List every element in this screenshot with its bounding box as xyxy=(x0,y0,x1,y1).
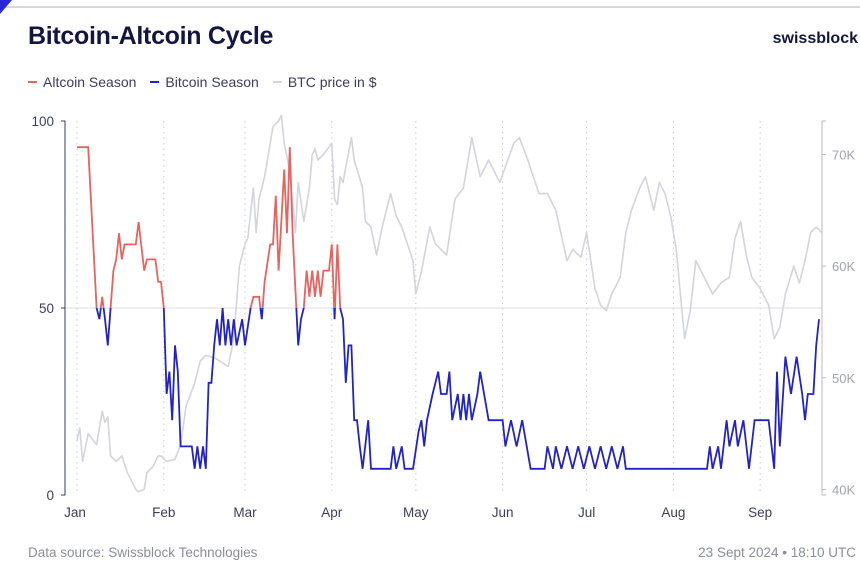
legend: Altcoin Season Bitcoin Season BTC price … xyxy=(28,74,377,90)
legend-item-altcoin[interactable]: Altcoin Season xyxy=(28,74,136,90)
bitcoin-season-line xyxy=(95,308,820,470)
x-tick-label: Jan xyxy=(64,505,86,520)
y-right-tick-label: 50K xyxy=(832,371,855,386)
x-tick-label: Apr xyxy=(321,505,343,520)
x-tick-label: Aug xyxy=(661,505,685,520)
legend-label: Bitcoin Season xyxy=(165,74,259,90)
legend-swatch xyxy=(28,81,37,83)
legend-swatch xyxy=(272,81,282,83)
legend-item-bitcoin[interactable]: Bitcoin Season xyxy=(150,74,259,90)
y-right-tick-label: 70K xyxy=(832,147,855,162)
y-right-tick-label: 60K xyxy=(832,259,855,274)
timestamp: 23 Sept 2024 • 18:10 UTC xyxy=(698,545,856,560)
legend-item-btc-price[interactable]: BTC price in $ xyxy=(272,74,377,90)
x-tick-label: Sep xyxy=(748,505,772,520)
legend-label: Altcoin Season xyxy=(43,74,137,90)
x-tick-label: Feb xyxy=(152,505,175,520)
x-tick-label: Jun xyxy=(492,505,514,520)
x-tick-label: Jul xyxy=(578,505,595,520)
y-left-tick-label: 50 xyxy=(39,301,54,316)
legend-swatch xyxy=(150,81,160,83)
brand-logo: swissblock xyxy=(772,30,858,47)
y-left-tick-label: 0 xyxy=(46,488,54,503)
top-divider xyxy=(0,6,860,8)
data-source: Data source: Swissblock Technologies xyxy=(28,545,258,560)
right-axis xyxy=(821,120,826,496)
legend-label: BTC price in $ xyxy=(287,74,377,90)
btc-price-line xyxy=(76,114,823,493)
x-tick-label: May xyxy=(403,505,429,520)
corner-accent xyxy=(0,0,12,14)
x-tick-label: Mar xyxy=(233,505,257,520)
chart-title: Bitcoin-Altcoin Cycle xyxy=(28,22,274,50)
y-right-tick-label: 40K xyxy=(832,482,855,497)
y-left-tick-label: 100 xyxy=(31,114,54,129)
